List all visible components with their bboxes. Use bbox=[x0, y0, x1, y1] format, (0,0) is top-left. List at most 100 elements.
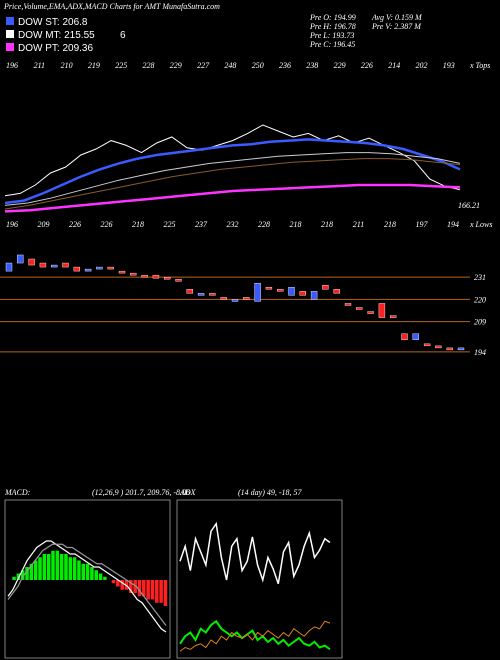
info-text: Pre O: 194.99 bbox=[309, 13, 356, 22]
top-axis-label: 229 bbox=[170, 61, 182, 70]
adx-label: ADX bbox=[179, 488, 197, 497]
candle bbox=[231, 299, 239, 302]
macd-label: MACD: bbox=[4, 488, 31, 497]
candle bbox=[51, 264, 58, 268]
price-line bbox=[4, 138, 461, 205]
top-axis-label: 229 bbox=[334, 61, 346, 70]
bottom-axis-label: 237 bbox=[195, 220, 208, 229]
candle bbox=[401, 333, 408, 340]
macd-bar bbox=[33, 560, 38, 580]
macd-bar bbox=[163, 580, 168, 606]
macd-bar bbox=[81, 563, 86, 580]
bottom-axis-label: 226 bbox=[69, 220, 81, 229]
macd-params: (12,26,9 ) 201.7, 209.76, -8.06 bbox=[92, 488, 190, 497]
macd-bar bbox=[25, 567, 29, 580]
candle bbox=[310, 291, 318, 300]
price-line bbox=[4, 152, 461, 206]
top-axis-label: 196 bbox=[6, 61, 18, 70]
legend-count: 6 bbox=[120, 30, 126, 41]
bottom-axis-label: 194 bbox=[447, 220, 459, 229]
candle bbox=[220, 297, 227, 300]
bottom-axis-label: 197 bbox=[416, 220, 429, 229]
macd-bar bbox=[90, 567, 94, 580]
candle bbox=[62, 262, 69, 268]
macd-bar bbox=[38, 557, 42, 580]
info-text: Pre H: 196.78 bbox=[309, 22, 356, 31]
macd-bar bbox=[116, 580, 120, 587]
macd-bar bbox=[133, 580, 137, 593]
top-axis-label: 248 bbox=[224, 61, 236, 70]
candle bbox=[277, 289, 284, 292]
bottom-axis-label: 228 bbox=[258, 220, 270, 229]
price-line bbox=[4, 158, 461, 210]
candle bbox=[73, 266, 81, 272]
top-axis-label: 225 bbox=[115, 61, 127, 70]
macd-bar bbox=[150, 580, 155, 600]
candle bbox=[412, 333, 419, 340]
candle bbox=[322, 285, 329, 290]
macd-bar bbox=[111, 580, 116, 584]
macd-frame bbox=[4, 499, 171, 659]
bottom-axis-label: 232 bbox=[227, 220, 239, 229]
macd-bar bbox=[20, 570, 25, 580]
info-text: Avg V: 0.159 M bbox=[371, 13, 423, 22]
macd-bar bbox=[46, 554, 51, 580]
bottom-axis-label: 211 bbox=[353, 220, 364, 229]
candle bbox=[84, 268, 92, 272]
top-axis-label: 210 bbox=[61, 61, 73, 70]
top-axis-label: 227 bbox=[197, 61, 210, 70]
candle bbox=[107, 266, 114, 270]
macd-bar bbox=[98, 573, 103, 580]
candle bbox=[390, 315, 397, 318]
candle bbox=[367, 311, 374, 314]
macd-bar bbox=[94, 570, 98, 580]
candle bbox=[197, 293, 205, 296]
top-axis-label: 211 bbox=[34, 61, 45, 70]
candle bbox=[28, 258, 35, 266]
macd-bar bbox=[155, 580, 159, 603]
chart-title: Price,Volume,EMA,ADX,MACD Charts for AMT… bbox=[3, 2, 220, 11]
candle bbox=[446, 347, 453, 351]
info-text: Pre V: 2.387 M bbox=[371, 22, 422, 31]
candle bbox=[299, 291, 306, 296]
legend-label: DOW MT: 215.55 bbox=[18, 30, 95, 41]
macd-bar bbox=[42, 554, 47, 580]
candle bbox=[5, 262, 13, 272]
adx-line bbox=[179, 521, 331, 584]
adx-line bbox=[179, 619, 331, 651]
macd-bar bbox=[129, 580, 133, 593]
top-axis-label: 219 bbox=[88, 61, 100, 70]
macd-bar bbox=[59, 554, 64, 580]
bottom-axis-label: 226 bbox=[101, 220, 113, 229]
macd-bar bbox=[16, 573, 21, 580]
axis-corner: x Tops bbox=[469, 61, 490, 70]
bottom-axis-label: 218 bbox=[132, 220, 144, 229]
macd-bar bbox=[146, 580, 150, 600]
candle bbox=[163, 276, 171, 280]
legend-swatch bbox=[6, 43, 14, 51]
candle bbox=[265, 287, 273, 290]
top-axis-label: 214 bbox=[388, 61, 400, 70]
macd-bar bbox=[12, 576, 16, 580]
candle bbox=[175, 279, 182, 282]
candle bbox=[39, 262, 47, 268]
top-axis-label: 238 bbox=[306, 61, 318, 70]
candle bbox=[96, 266, 103, 270]
candle bbox=[243, 297, 250, 300]
candle bbox=[152, 274, 160, 279]
candle bbox=[344, 303, 352, 306]
candle bbox=[254, 283, 261, 302]
candle bbox=[141, 274, 148, 278]
legend-swatch bbox=[6, 30, 14, 38]
macd-bar bbox=[68, 557, 73, 580]
macd-line bbox=[7, 540, 167, 633]
candle bbox=[118, 270, 126, 274]
top-axis-label: 228 bbox=[143, 61, 155, 70]
macd-bar bbox=[137, 580, 142, 597]
candle bbox=[423, 343, 431, 347]
candle bbox=[130, 272, 137, 276]
adx-frame bbox=[176, 499, 343, 659]
legend-swatch bbox=[6, 17, 14, 25]
candle bbox=[378, 303, 386, 318]
